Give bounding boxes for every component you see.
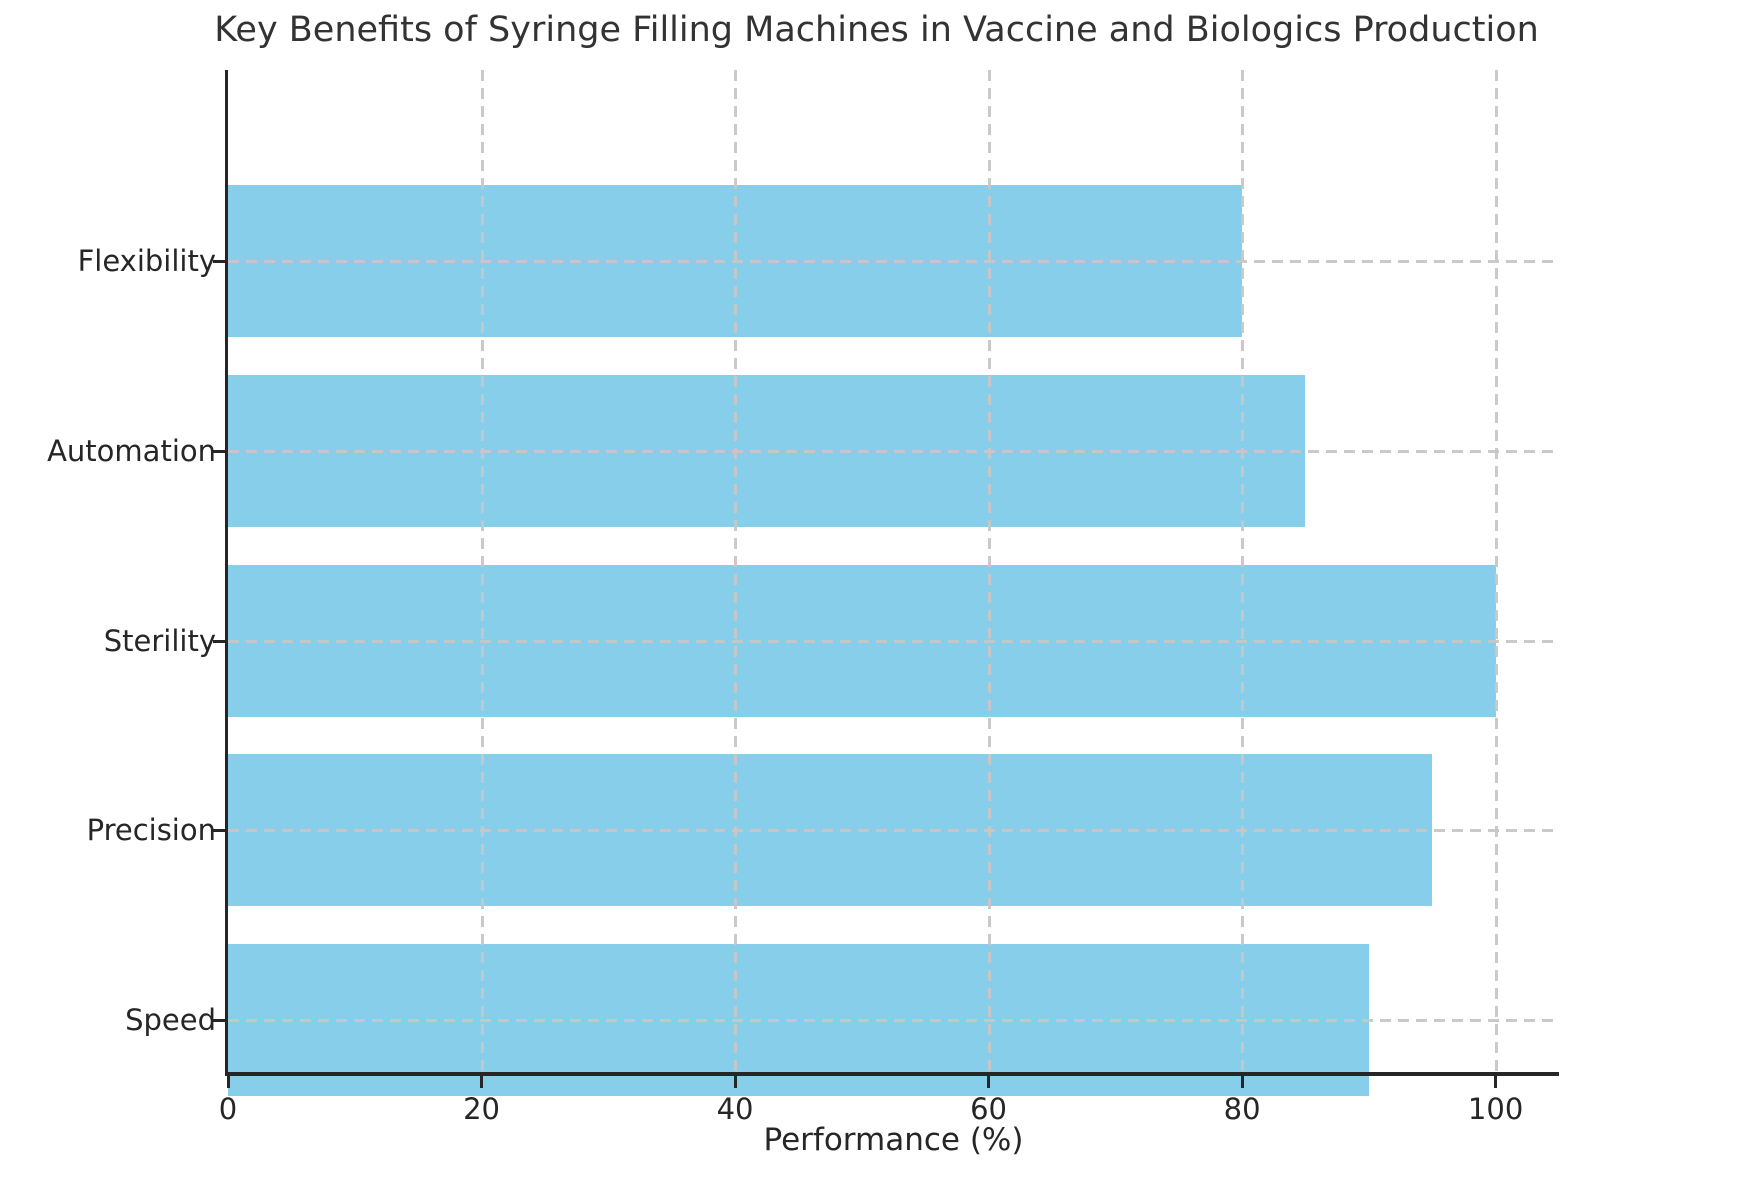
h-gridline xyxy=(228,639,1559,643)
y-tick-mark xyxy=(213,260,225,263)
x-tick-label: 60 xyxy=(970,1092,1008,1126)
v-gridline xyxy=(480,70,484,1072)
x-axis-label: Performance (%) xyxy=(763,1122,1024,1158)
h-gridline xyxy=(228,449,1559,453)
v-gridline xyxy=(1494,70,1498,1072)
v-gridline xyxy=(987,70,991,1072)
x-axis-spine xyxy=(225,1072,1559,1076)
x-tick-label: 80 xyxy=(1223,1092,1261,1126)
x-tick-label: 20 xyxy=(463,1092,500,1126)
h-gridline xyxy=(228,829,1559,833)
x-tick-mark xyxy=(480,1076,484,1088)
y-tick-label-flexibility: Flexibility xyxy=(77,244,216,278)
v-gridline xyxy=(734,70,738,1072)
x-tick-label: 100 xyxy=(1467,1092,1524,1126)
y-tick-label-precision: Precision xyxy=(86,813,216,848)
h-gridline xyxy=(228,1019,1559,1023)
y-tick-mark xyxy=(213,1019,225,1023)
y-axis-spine xyxy=(225,70,228,1075)
x-tick-label: 40 xyxy=(716,1092,754,1126)
plot-area: Flexibility Automation Sterility Precision S… xyxy=(47,70,1559,1126)
y-tick-mark xyxy=(213,449,225,453)
y-tick-mark xyxy=(213,829,225,833)
x-tick-mark xyxy=(1494,1076,1498,1088)
y-tick-label-speed: Speed xyxy=(125,1003,216,1038)
h-gridline xyxy=(228,260,1559,263)
y-tick-mark xyxy=(213,639,225,643)
y-tick-label-automation: Automation xyxy=(47,433,216,468)
x-tick-mark xyxy=(987,1076,991,1088)
y-tick-label-sterility: Sterility xyxy=(103,623,216,658)
v-gridline xyxy=(1241,70,1245,1072)
chart-title: Key Benefits of Syringe Filling Machines… xyxy=(214,10,1539,50)
x-tick-mark xyxy=(1240,1076,1244,1088)
x-tick-mark xyxy=(226,1076,230,1088)
x-tick-label: 0 xyxy=(218,1092,238,1126)
x-tick-mark xyxy=(733,1076,737,1088)
